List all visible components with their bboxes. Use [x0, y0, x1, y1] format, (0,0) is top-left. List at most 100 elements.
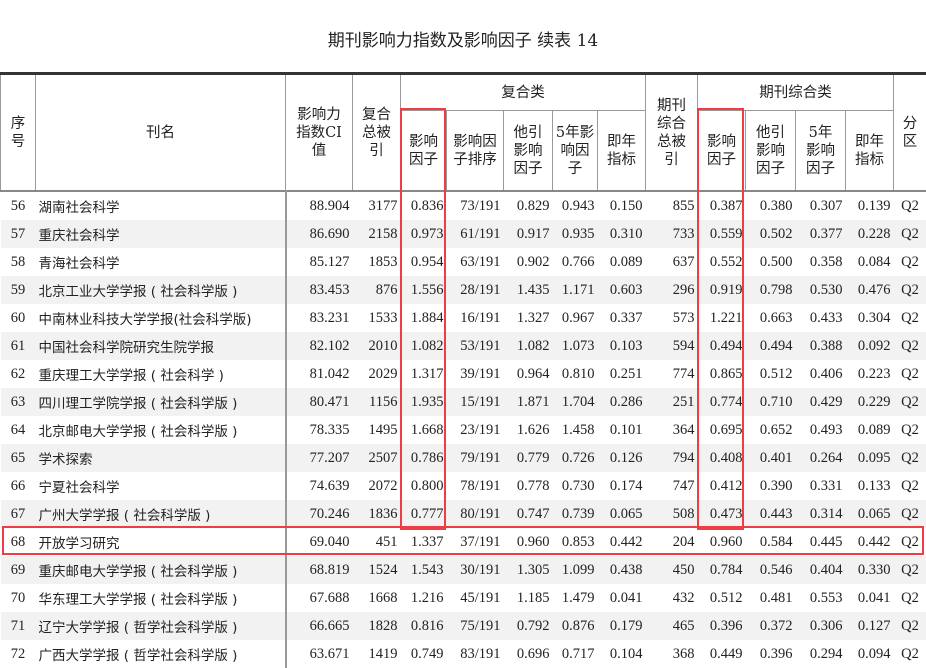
table-cell: 0.500	[746, 248, 796, 276]
table-cell: 45/191	[447, 584, 504, 612]
table-cell: 75/191	[447, 612, 504, 640]
table-cell: 56	[1, 191, 36, 220]
table-cell: 0.553	[796, 584, 846, 612]
table-cell: 39/191	[447, 360, 504, 388]
table-cell: 2158	[353, 220, 401, 248]
table-cell: 70	[1, 584, 36, 612]
table-cell: 0.652	[746, 416, 796, 444]
table-cell: 0.726	[553, 444, 598, 472]
table-cell: 1.337	[401, 528, 447, 556]
table-cell: 364	[646, 416, 698, 444]
table-cell: 0.695	[698, 416, 746, 444]
table-cell: 0.481	[746, 584, 796, 612]
table-cell: 63.671	[286, 640, 353, 668]
table-cell: 747	[646, 472, 698, 500]
table-cell: 0.967	[553, 304, 598, 332]
table-cell: 0.401	[746, 444, 796, 472]
table-cell: 1.626	[504, 416, 553, 444]
table-cell: 0.876	[553, 612, 598, 640]
table-cell: 2029	[353, 360, 401, 388]
table-cell: 63	[1, 388, 36, 416]
table-cell: 1.073	[553, 332, 598, 360]
table-cell: 1.668	[401, 416, 447, 444]
table-cell: 0.779	[504, 444, 553, 472]
table-cell: 70.246	[286, 500, 353, 528]
table-cell: 0.264	[796, 444, 846, 472]
table-cell: 0.960	[698, 528, 746, 556]
table-cell: 66.665	[286, 612, 353, 640]
table-cell: Q2	[894, 332, 926, 360]
table-cell: 81.042	[286, 360, 353, 388]
table-cell: 0.512	[746, 360, 796, 388]
table-cell: 0.380	[746, 191, 796, 220]
table-cell: 0.935	[553, 220, 598, 248]
table-cell: 451	[353, 528, 401, 556]
table-cell: 1.435	[504, 276, 553, 304]
table-cell: 0.089	[846, 416, 894, 444]
table-cell: 1.871	[504, 388, 553, 416]
table-cell: 2072	[353, 472, 401, 500]
table-cell: 1.556	[401, 276, 447, 304]
table-cell: 368	[646, 640, 698, 668]
table-cell: 0.314	[796, 500, 846, 528]
header-qk-total: 期刊综合总被引	[646, 74, 698, 192]
table-cell: 0.310	[598, 220, 646, 248]
table-cell: 1156	[353, 388, 401, 416]
table-cell: 28/191	[447, 276, 504, 304]
table-cell: 0.396	[698, 612, 746, 640]
table-cell: 465	[646, 612, 698, 640]
table-cell: Q2	[894, 304, 926, 332]
table-cell: 0.493	[796, 416, 846, 444]
table-cell: 61/191	[447, 220, 504, 248]
table-cell: 296	[646, 276, 698, 304]
table-cell: 0.445	[796, 528, 846, 556]
table-cell: 66	[1, 472, 36, 500]
table-cell: 0.663	[746, 304, 796, 332]
table-cell: 宁夏社会科学	[36, 472, 286, 500]
table-cell: 0.777	[401, 500, 447, 528]
table-cell: 78/191	[447, 472, 504, 500]
table-cell: 733	[646, 220, 698, 248]
table-cell: 0.095	[846, 444, 894, 472]
table-cell: 63/191	[447, 248, 504, 276]
table-cell: 1.082	[504, 332, 553, 360]
table-cell: 0.412	[698, 472, 746, 500]
table-cell: 开放学习研究	[36, 528, 286, 556]
table-cell: 80.471	[286, 388, 353, 416]
table-cell: 508	[646, 500, 698, 528]
table-cell: Q2	[894, 220, 926, 248]
table-cell: 湖南社会科学	[36, 191, 286, 220]
table-cell: 72	[1, 640, 36, 668]
table-cell: 0.943	[553, 191, 598, 220]
table-cell: 59	[1, 276, 36, 304]
table-cell: 0.865	[698, 360, 746, 388]
header-fh-other: 他引影响因子	[504, 111, 553, 192]
table-cell: 69	[1, 556, 36, 584]
table-cell: 0.139	[846, 191, 894, 220]
table-cell: 0.228	[846, 220, 894, 248]
table-cell: 0.749	[401, 640, 447, 668]
table-cell: 74.639	[286, 472, 353, 500]
table-cell: 58	[1, 248, 36, 276]
table-cell: 80/191	[447, 500, 504, 528]
table-cell: 0.133	[846, 472, 894, 500]
table-cell: 0.388	[796, 332, 846, 360]
table-cell: 0.229	[846, 388, 894, 416]
table-cell: 67.688	[286, 584, 353, 612]
header-fh-imm: 即年指标	[598, 111, 646, 192]
header-qk-if: 影响因子	[698, 111, 746, 192]
table-cell: 四川理工学院学报 ( 社会科学版 )	[36, 388, 286, 416]
table-cell: 1524	[353, 556, 401, 584]
table-cell: Q2	[894, 360, 926, 388]
table-cell: 774	[646, 360, 698, 388]
table-cell: 1.185	[504, 584, 553, 612]
header-ci: 影响力指数CI值	[286, 74, 353, 192]
table-cell: 2507	[353, 444, 401, 472]
table-cell: 0.798	[746, 276, 796, 304]
